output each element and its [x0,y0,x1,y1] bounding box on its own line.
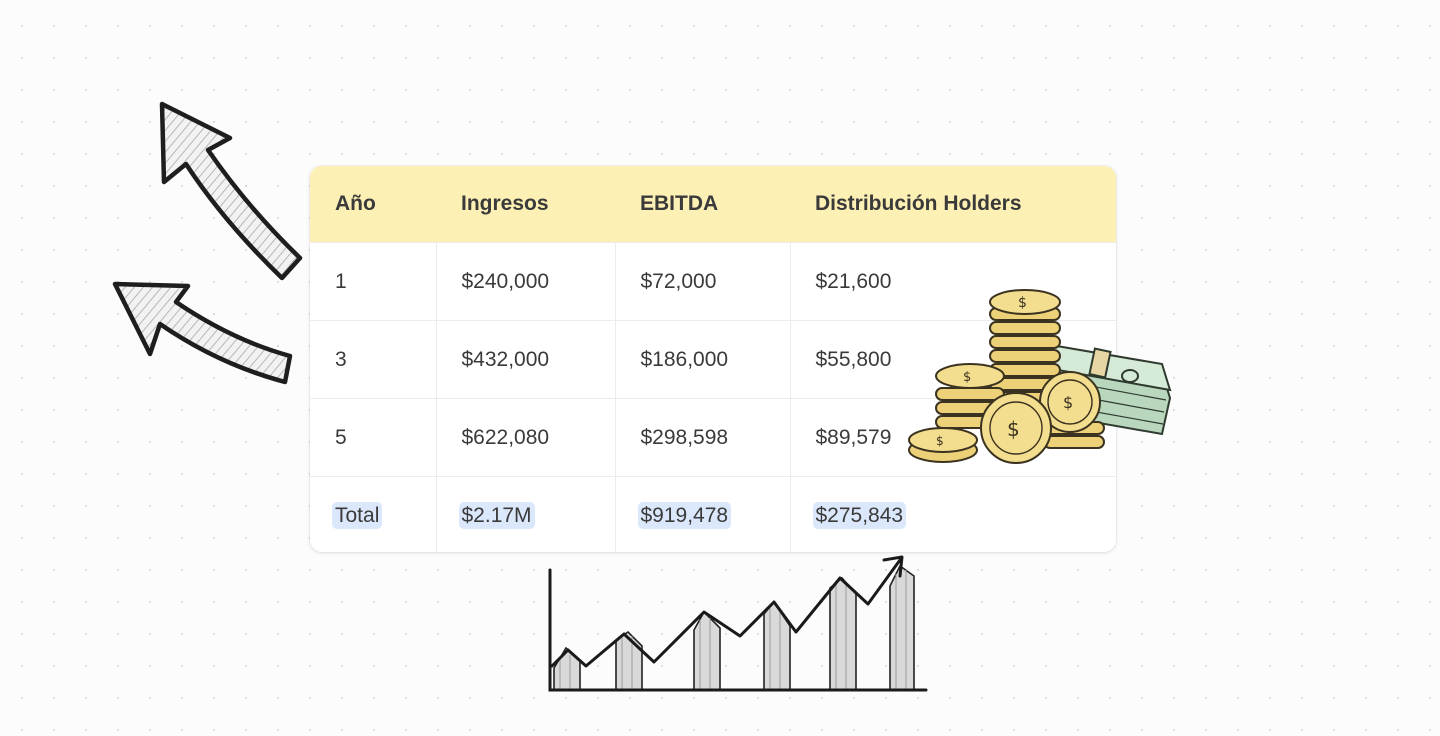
cell-year: 5 [310,398,436,477]
cell-year: 1 [310,242,436,321]
sketch-arrow-icon [112,281,293,385]
table-row: 1 $240,000 $72,000 $21,600 [310,242,1116,321]
financial-table-card: Año Ingresos EBITDA Distribución Holders… [310,166,1116,552]
cell-total-holders-distribution: $275,843 [789,476,1116,552]
total-revenue: $2.17M [458,501,535,529]
total-label: Total [332,501,383,529]
column-header-ebitda: EBITDA [615,166,790,243]
column-header-revenue: Ingresos [436,166,615,243]
svg-text:$: $ [1007,417,1020,441]
cell-total-revenue: $2.17M [435,476,615,552]
table-header-row: Año Ingresos EBITDA Distribución Holders [310,166,1116,243]
cell-ebitda: $186,000 [614,320,790,399]
coin-stack-icon: $ $ $ $ $ [908,289,1105,464]
column-header-holders-distribution: Distribución Holders [790,166,1116,243]
column-header-year: Año [310,166,436,243]
table-total-row: Total $2.17M $919,478 $275,843 [310,476,1116,552]
svg-text:$: $ [936,434,944,448]
cell-ebitda: $72,000 [614,242,790,321]
total-holders-distribution: $275,843 [812,501,907,529]
cell-holders-distribution: $21,600 [789,242,1116,321]
svg-text:$: $ [1063,393,1073,412]
cell-revenue: $622,080 [435,398,615,477]
cell-total-ebitda: $919,478 [614,476,790,552]
sketch-arrow-icon [159,101,303,281]
cell-ebitda: $298,598 [614,398,790,477]
cell-year: 3 [310,320,436,399]
svg-text:$: $ [963,370,971,385]
sketch-arrows [112,101,303,385]
svg-text:$: $ [1018,295,1027,311]
cell-revenue: $240,000 [435,242,615,321]
cell-revenue: $432,000 [435,320,615,399]
total-ebitda: $919,478 [637,501,732,529]
financial-table: Año Ingresos EBITDA Distribución Holders… [310,166,1116,552]
cell-total-label: Total [310,476,436,552]
